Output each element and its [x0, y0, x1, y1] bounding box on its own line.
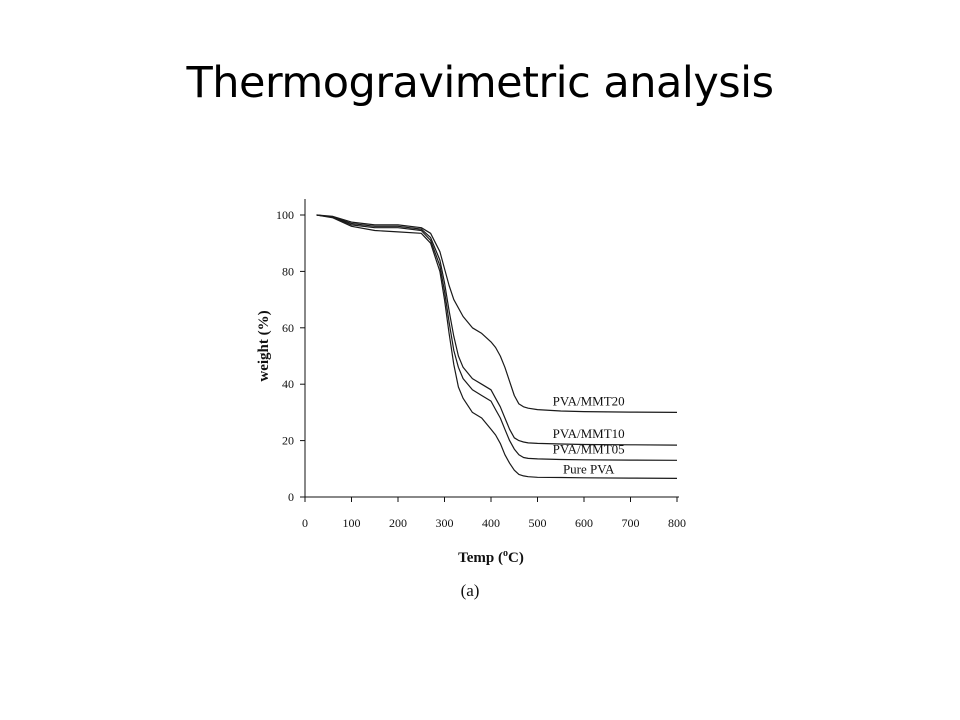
axes: [304, 199, 679, 498]
x-axis-title-main: Temp (: [458, 550, 503, 566]
series-label-pva-mmt05: PVA/MMT05: [553, 441, 625, 456]
x-tick-label: 0: [302, 516, 308, 530]
series-line-pva-mmt05: [316, 214, 678, 461]
y-tick-label: 20: [282, 434, 294, 448]
x-tick-label: 200: [389, 516, 407, 530]
y-tick-label: 40: [282, 377, 294, 391]
y-axis-title: weight (%): [256, 310, 272, 381]
y-tick-label: 80: [282, 264, 294, 278]
series-line-pva-mmt20: [316, 214, 678, 413]
ticks: 0 100 200 300 400 500 600 700 800 0 20 40 60 80 100: [276, 208, 686, 530]
x-tick-label: 800: [668, 516, 686, 530]
y-tick-label: 0: [288, 490, 294, 504]
figure-caption: (a): [461, 581, 480, 600]
x-axis-title-degree: o: [503, 548, 508, 559]
x-tick-label: 700: [622, 516, 640, 530]
series-line-pva-mmt10: [316, 214, 678, 446]
x-tick-label: 400: [482, 516, 500, 530]
slide-title: Thermogravimetric analysis: [186, 58, 774, 108]
x-tick-label: 300: [436, 516, 454, 530]
series-line-pure-pva: [316, 214, 678, 479]
x-axis-title: Temp (oC): [458, 548, 524, 566]
y-tick-label: 100: [276, 208, 294, 222]
series-lines: [316, 214, 678, 479]
x-axis-title-unit: C): [508, 550, 524, 566]
series-label-pure-pva: Pure PVA: [563, 461, 615, 476]
series-label-pva-mmt20: PVA/MMT20: [553, 393, 625, 408]
y-tick-label: 60: [282, 321, 294, 335]
series-label-pva-mmt10: PVA/MMT10: [553, 426, 625, 441]
x-tick-label: 100: [343, 516, 361, 530]
x-tick-label: 500: [529, 516, 547, 530]
x-tick-label: 600: [575, 516, 593, 530]
